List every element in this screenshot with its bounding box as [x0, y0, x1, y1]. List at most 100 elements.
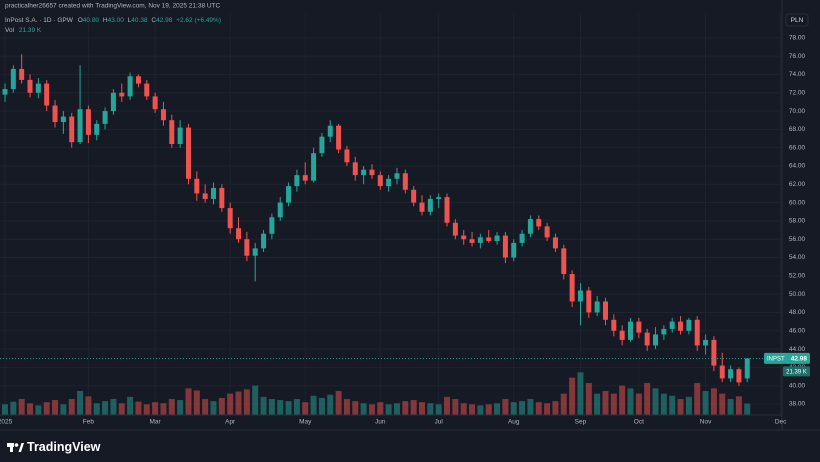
candle-body — [211, 187, 216, 199]
candle-body — [169, 120, 175, 145]
candle-body — [736, 369, 742, 383]
volume-bar — [227, 393, 234, 415]
candle-body — [411, 189, 417, 203]
candle-body — [344, 149, 350, 163]
y-tick-label: 52.00 — [789, 273, 806, 280]
candle-body — [244, 239, 250, 256]
candle-body — [653, 334, 659, 346]
volume-bar — [569, 377, 576, 415]
x-tick-label: Jun — [375, 419, 386, 426]
plot-area — [2, 54, 751, 415]
volume-bar — [168, 399, 175, 415]
x-tick-label: Dec — [775, 419, 787, 426]
candle-body — [185, 127, 191, 179]
volume-bar — [660, 393, 667, 415]
y-tick-label: 38.00 — [789, 401, 806, 408]
candle-body — [44, 83, 50, 106]
volume-bar — [285, 401, 292, 415]
volume-bar — [669, 395, 676, 415]
candle-body — [711, 339, 717, 366]
volume-bar — [419, 402, 425, 415]
y-tick-label: 72.00 — [789, 89, 806, 96]
y-tick-label: 66.00 — [789, 144, 806, 151]
candle-body — [694, 319, 700, 346]
x-tick-label: Mar — [150, 419, 162, 426]
volume-bar — [694, 383, 701, 415]
volume-bar — [10, 401, 17, 415]
candle-body — [486, 237, 492, 242]
y-tick-label: 70.00 — [789, 108, 806, 115]
candle-body — [494, 235, 500, 242]
x-tick-label: Feb — [83, 419, 95, 426]
volume-bar — [210, 401, 217, 415]
volume-bar — [385, 404, 392, 415]
candle-body — [327, 125, 333, 137]
volume-bar — [177, 400, 184, 415]
volume-bar — [202, 399, 209, 415]
ohlc-value: 40.38 — [131, 17, 148, 24]
volume-bar — [160, 403, 167, 415]
candle-body — [719, 365, 725, 379]
volume-bar — [410, 400, 417, 415]
candle-body — [35, 83, 41, 93]
candle-body — [219, 187, 225, 209]
volume-value: 21.39 K — [19, 27, 42, 34]
candle-body — [319, 136, 325, 154]
volume-bar — [435, 404, 442, 415]
candle-body — [619, 330, 625, 340]
legend-header: InPost S.A. · 1D · GPW O40.80 H43.00 L40… — [5, 17, 221, 24]
volume-bar — [610, 393, 617, 415]
y-tick-label: 76.00 — [789, 53, 806, 60]
candle-body — [527, 219, 533, 234]
candle-body — [52, 105, 58, 123]
price-tag-box — [764, 352, 810, 364]
volume-bar — [60, 404, 67, 415]
x-tick-label: Apr — [225, 419, 236, 426]
volume-bar — [727, 399, 734, 415]
volume-bar — [644, 383, 651, 415]
volume-legend: Vol 21.39 K — [5, 27, 42, 34]
volume-bar — [310, 395, 317, 415]
volume-bar — [560, 393, 567, 415]
candle-body — [60, 116, 66, 123]
volume-bar — [635, 393, 642, 415]
price-tag-symbol: INPST — [767, 356, 785, 362]
candle-body — [744, 358, 750, 379]
volume-bar — [243, 389, 250, 415]
candle-body — [444, 197, 450, 223]
candle-body — [477, 237, 483, 243]
volume-bar — [318, 397, 325, 415]
candle-body — [386, 178, 392, 187]
logo-text: TradingView — [27, 440, 101, 454]
watermark: practicalher26657 created with TradingVi… — [5, 3, 221, 10]
volume-bar — [585, 383, 592, 415]
volume-bar — [469, 404, 476, 415]
candle-body — [461, 235, 467, 240]
candle-body — [10, 68, 16, 90]
candle-body — [577, 290, 583, 302]
y-tick-label: 40.00 — [789, 382, 806, 389]
volume-bar — [602, 391, 609, 415]
volume-bar — [277, 400, 284, 415]
candle-body — [728, 369, 734, 379]
volume-bar — [352, 401, 359, 415]
candle-body — [594, 301, 600, 313]
candle-body — [519, 233, 525, 243]
volume-bar — [110, 399, 117, 415]
candle-body — [294, 175, 300, 187]
y-tick-label: 78.00 — [789, 35, 806, 42]
currency: PLN — [791, 17, 804, 24]
volume-bar — [43, 402, 50, 415]
volume-label: Vol — [5, 27, 15, 34]
candle-body — [452, 222, 458, 236]
y-tick-label: 48.00 — [789, 309, 806, 316]
volume-bar — [377, 402, 384, 415]
volume-bar — [485, 404, 492, 415]
volume-bar — [152, 402, 159, 415]
candle-body — [536, 219, 542, 227]
volume-bar — [360, 403, 367, 415]
candle-body — [160, 109, 166, 121]
volume-bar — [402, 401, 409, 415]
candle-body — [177, 127, 183, 145]
candle-body — [611, 319, 617, 331]
